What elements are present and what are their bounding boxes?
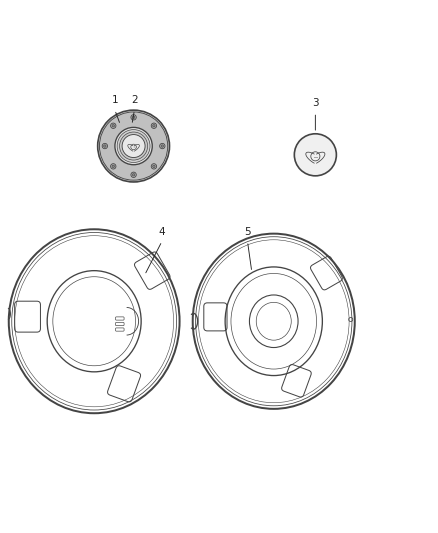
Circle shape [112, 165, 114, 167]
Circle shape [122, 134, 145, 158]
Circle shape [161, 145, 163, 147]
Circle shape [98, 110, 170, 182]
Circle shape [115, 127, 152, 165]
Circle shape [151, 164, 157, 169]
Circle shape [102, 143, 108, 149]
Circle shape [117, 130, 150, 163]
Text: 3: 3 [312, 98, 319, 108]
Circle shape [132, 116, 135, 118]
Text: 5: 5 [244, 227, 251, 237]
Text: 2: 2 [131, 95, 138, 106]
Circle shape [131, 115, 136, 120]
Circle shape [110, 164, 116, 169]
Circle shape [131, 172, 136, 177]
Text: 4: 4 [159, 227, 166, 237]
Circle shape [99, 112, 168, 180]
Circle shape [151, 123, 157, 128]
Circle shape [110, 123, 116, 128]
Circle shape [120, 132, 148, 160]
Circle shape [112, 125, 114, 127]
Circle shape [153, 165, 155, 167]
Circle shape [132, 174, 135, 176]
Circle shape [104, 145, 106, 147]
Text: 1: 1 [111, 95, 118, 106]
Circle shape [153, 125, 155, 127]
Circle shape [294, 134, 336, 176]
Circle shape [159, 143, 165, 149]
